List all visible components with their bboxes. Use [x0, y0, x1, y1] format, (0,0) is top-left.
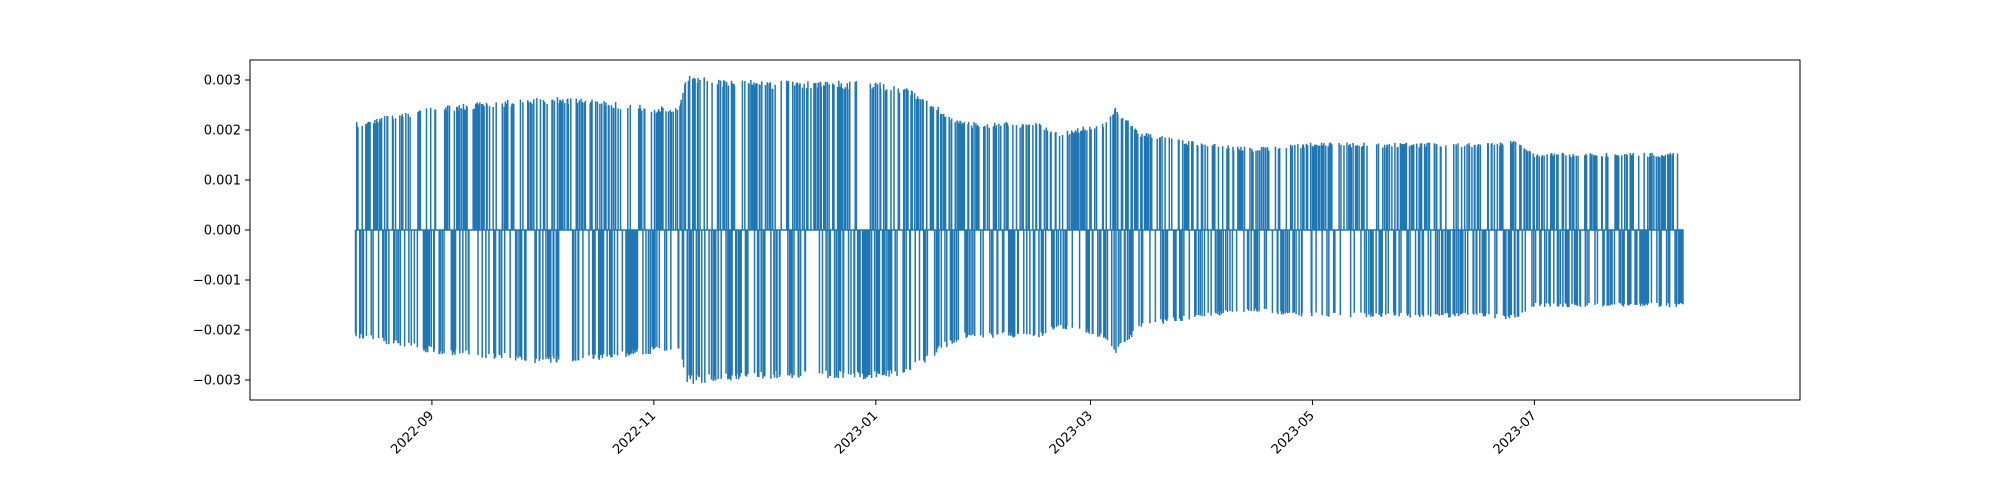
x-tick-label: 2022-11 [610, 408, 659, 457]
y-axis: 0.003 0.002 0.001 0.000 −0.001 −0.002 −0.003 [193, 74, 250, 389]
x-tick-label: 2023-03 [1047, 408, 1096, 457]
y-tick-label: 0.001 [204, 174, 241, 189]
x-tick-label: 2022-09 [388, 408, 437, 457]
data-series [354, 75, 1684, 384]
x-tick-label: 2023-01 [832, 408, 881, 457]
plot-frame [249, 59, 1801, 401]
y-tick-label: −0.001 [193, 274, 241, 289]
y-tick-label: −0.002 [193, 324, 241, 339]
y-tick-label: 0.002 [204, 124, 241, 139]
y-tick-label: 0.000 [204, 224, 241, 239]
y-tick-label: 0.003 [204, 74, 241, 89]
x-tick-label: 2023-05 [1269, 408, 1318, 457]
x-tick-label: 2023-07 [1491, 408, 1540, 457]
x-axis: 2022-09 2022-11 2023-01 2023-03 2023-05 2023-… [388, 400, 1540, 457]
y-tick-label: −0.003 [193, 374, 241, 389]
